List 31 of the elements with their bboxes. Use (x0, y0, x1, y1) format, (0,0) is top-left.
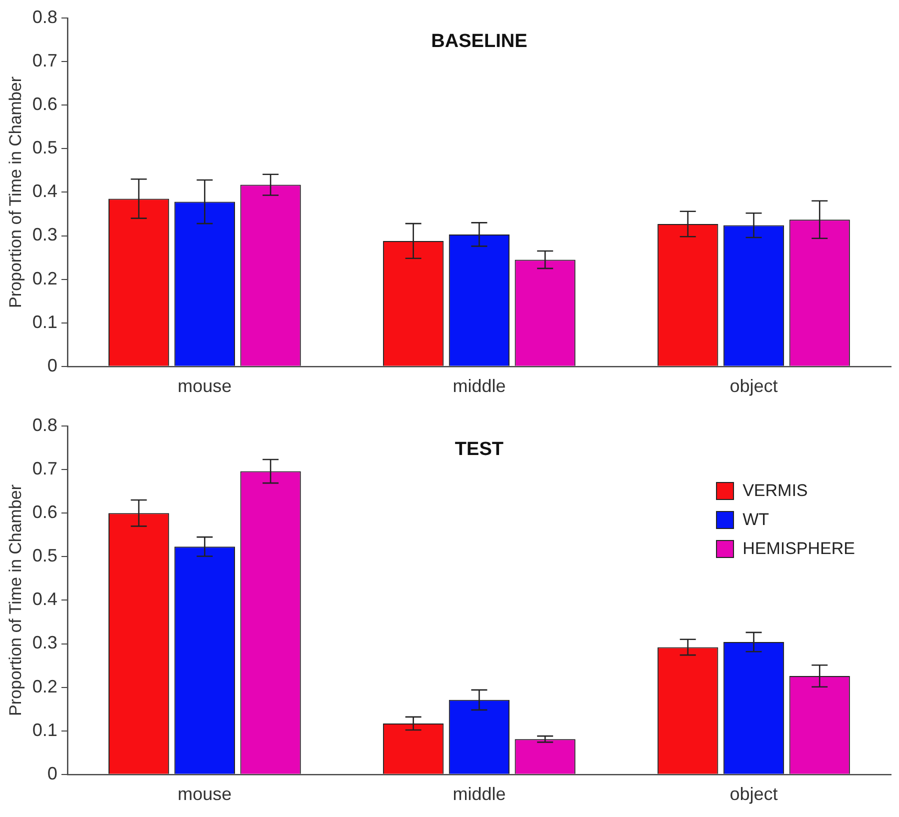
y-tick-label: 0.6 (32, 502, 58, 522)
y-tick-label: 0.4 (32, 181, 58, 202)
y-axis-title: Proportion of Time in Chamber (6, 484, 25, 716)
y-tick-label: 0.1 (32, 312, 58, 332)
y-tick-label: 0.7 (32, 50, 58, 71)
x-tick-label: mouse (178, 376, 232, 396)
y-tick-label: 0.4 (32, 589, 58, 610)
y-tick-label: 0.5 (32, 546, 58, 566)
y-tick-label: 0.3 (32, 632, 58, 653)
x-tick-label: object (730, 784, 778, 804)
y-tick-label: 0 (47, 355, 58, 376)
x-tick-label: mouse (178, 784, 232, 804)
legend-label: WT (742, 509, 770, 531)
y-tick-label: 0.2 (32, 268, 58, 288)
x-tick-label: middle (452, 784, 506, 804)
x-tick-label: object (730, 376, 778, 396)
y-tick-label: 0.7 (32, 458, 58, 479)
y-tick-label: 0.3 (32, 224, 58, 245)
y-tick-label: 0.8 (32, 414, 58, 435)
text: TEST (454, 439, 504, 460)
legend-label: HEMISPHERE (742, 538, 855, 560)
y-tick-label: 0.6 (32, 94, 58, 114)
y-tick-label: 0.5 (32, 138, 58, 158)
y-tick-label: 0.1 (32, 720, 58, 740)
y-tick-label: 0.8 (32, 6, 58, 27)
y-tick-label: 0.2 (32, 676, 58, 696)
x-tick-label: middle (452, 376, 506, 396)
y-axis-title: Proportion of Time in Chamber (6, 76, 25, 308)
legend-label: VERMIS (742, 480, 808, 502)
text: BASELINE (431, 31, 528, 52)
y-tick-label: 0 (47, 763, 58, 784)
